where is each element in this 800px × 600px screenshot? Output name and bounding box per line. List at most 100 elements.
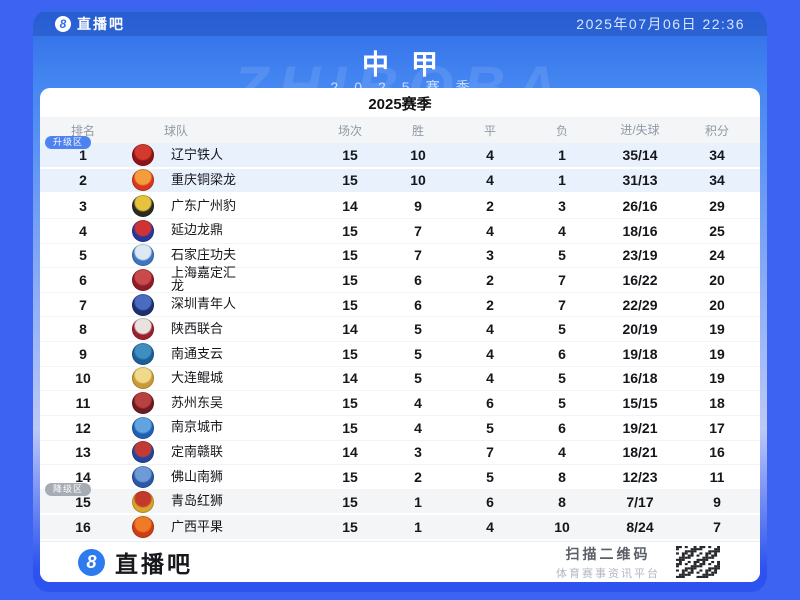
played-cell: 14 — [342, 370, 358, 387]
win-cell: 6 — [414, 296, 422, 313]
draw-cell: 2 — [486, 271, 494, 288]
rank-cell: 5 — [79, 247, 87, 264]
standings-card: 2025赛季 排名 球队 场次 胜 平 负 进/失球 积分 升级区 1 辽宁铁人… — [40, 88, 760, 582]
team-cell: 南京城市 — [118, 416, 318, 439]
goals-cell: 7/17 — [626, 493, 654, 510]
rank-cell: 2 — [79, 172, 87, 189]
table-row[interactable]: 3 广东广州豹 14 9 2 3 26/16 29 — [40, 194, 760, 219]
goals-cell: 15/15 — [622, 395, 658, 412]
played-cell: 14 — [342, 321, 358, 338]
team-crest-icon — [132, 465, 154, 488]
team-crest-icon — [132, 392, 154, 415]
team-cell: 定南赣联 — [118, 441, 318, 464]
played-cell: 15 — [342, 296, 358, 313]
goals-cell: 18/21 — [622, 444, 658, 461]
loss-cell: 6 — [558, 345, 566, 362]
win-cell: 4 — [414, 395, 422, 412]
points-cell: 19 — [709, 321, 725, 338]
table-row[interactable]: 9 南通支云 15 5 4 6 19/18 19 — [40, 342, 760, 367]
table-title: 2025赛季 — [368, 96, 432, 113]
col-header-played: 场次 — [337, 123, 362, 138]
rank-cell: 3 — [79, 198, 87, 215]
scan-subtitle: 体育赛事资讯平台 — [556, 567, 660, 580]
win-cell: 7 — [414, 247, 422, 264]
win-cell: 4 — [414, 419, 422, 436]
scan-title: 扫描二维码 — [565, 545, 651, 562]
win-cell: 1 — [414, 493, 422, 510]
rank-cell: 9 — [79, 345, 87, 362]
goals-cell: 20/19 — [622, 321, 658, 338]
team-crest-icon — [132, 416, 154, 439]
rank-cell: 10 — [75, 370, 91, 387]
team-cell: 广东广州豹 — [118, 195, 318, 218]
team-cell: 广西平果 — [118, 516, 318, 539]
team-crest-icon — [132, 169, 154, 192]
goals-cell: 16/22 — [622, 271, 658, 288]
team-cell: 辽宁铁人 — [118, 143, 318, 166]
goals-cell: 26/16 — [622, 198, 658, 215]
draw-cell: 4 — [486, 222, 494, 239]
col-header-loss: 负 — [555, 123, 568, 138]
table-row[interactable]: 5 石家庄功夫 15 7 3 5 23/19 24 — [40, 244, 760, 269]
top-bar: 8 直播吧 2025年07月06日 22:36 — [33, 12, 767, 36]
win-cell: 7 — [414, 222, 422, 239]
app-screenshot-card: ZHIBOBA 8 直播吧 2025年07月06日 22:36 中甲 2025赛… — [33, 10, 767, 592]
draw-cell: 4 — [486, 370, 494, 387]
draw-cell: 5 — [486, 468, 494, 485]
draw-cell: 6 — [486, 395, 494, 412]
table-row[interactable]: 16 广西平果 15 1 4 10 8/24 7 — [40, 515, 760, 541]
played-cell: 15 — [342, 493, 358, 510]
table-row[interactable]: 14 佛山南狮 15 2 5 8 12/23 11 — [40, 465, 760, 490]
col-header-team: 球队 — [164, 123, 189, 138]
team-crest-icon — [132, 367, 154, 390]
table-row[interactable]: 8 陕西联合 14 5 4 5 20/19 19 — [40, 317, 760, 342]
team-cell: 苏州东吴 — [118, 392, 318, 415]
team-name: 辽宁铁人 — [171, 146, 224, 162]
win-cell: 5 — [414, 321, 422, 338]
draw-cell: 7 — [486, 444, 494, 461]
table-row[interactable]: 降级区 15 青岛红狮 15 1 6 8 7/17 9 — [40, 482, 760, 516]
loss-cell: 7 — [558, 296, 566, 313]
played-cell: 15 — [342, 419, 358, 436]
played-cell: 15 — [342, 468, 358, 485]
points-cell: 18 — [709, 395, 725, 412]
points-cell: 34 — [709, 146, 725, 163]
points-cell: 11 — [709, 468, 725, 485]
table-row[interactable]: 2 重庆铜梁龙 15 10 4 1 31/13 34 — [40, 168, 760, 195]
draw-cell: 5 — [486, 419, 494, 436]
team-name: 苏州东吴 — [171, 394, 224, 410]
loss-cell: 8 — [558, 493, 566, 510]
table-row[interactable]: 11 苏州东吴 15 4 6 5 15/15 18 — [40, 391, 760, 416]
table-row[interactable]: 6 上海嘉定汇龙 15 6 2 7 16/22 20 — [40, 266, 760, 293]
played-cell: 15 — [342, 345, 358, 362]
table-row[interactable]: 13 定南赣联 14 3 7 4 18/21 16 — [40, 441, 760, 466]
table-row[interactable]: 7 深圳青年人 15 6 2 7 22/29 20 — [40, 293, 760, 318]
table-row[interactable]: 4 延边龙鼎 15 7 4 4 18/16 25 — [40, 219, 760, 244]
goals-cell: 35/14 — [622, 146, 658, 163]
table-row[interactable]: 10 大连鲲城 14 5 4 5 16/18 19 — [40, 367, 760, 392]
team-name: 重庆铜梁龙 — [171, 172, 237, 188]
points-cell: 20 — [709, 271, 725, 288]
table-row[interactable]: 12 南京城市 15 4 5 6 19/21 17 — [40, 416, 760, 441]
played-cell: 14 — [342, 198, 358, 215]
loss-cell: 5 — [558, 247, 566, 264]
team-cell: 石家庄功夫 — [118, 244, 318, 267]
team-cell: 重庆铜梁龙 — [118, 169, 318, 192]
col-header-points: 积分 — [704, 123, 729, 138]
app-brand: 8 直播吧 — [55, 14, 125, 34]
played-cell: 15 — [342, 395, 358, 412]
team-cell: 青岛红狮 — [118, 490, 318, 513]
points-cell: 9 — [713, 493, 721, 510]
team-crest-icon — [132, 219, 154, 242]
team-crest-icon — [132, 490, 154, 513]
played-cell: 15 — [342, 146, 358, 163]
points-cell: 20 — [709, 296, 725, 313]
table-row[interactable]: 升级区 1 辽宁铁人 15 10 4 1 35/14 34 — [40, 136, 760, 169]
team-name: 南通支云 — [171, 345, 224, 361]
win-cell: 10 — [410, 172, 426, 189]
rank-cell: 13 — [75, 444, 91, 461]
col-header-rank: 排名 — [70, 123, 95, 138]
team-crest-icon — [132, 195, 154, 218]
win-cell: 10 — [410, 146, 426, 163]
